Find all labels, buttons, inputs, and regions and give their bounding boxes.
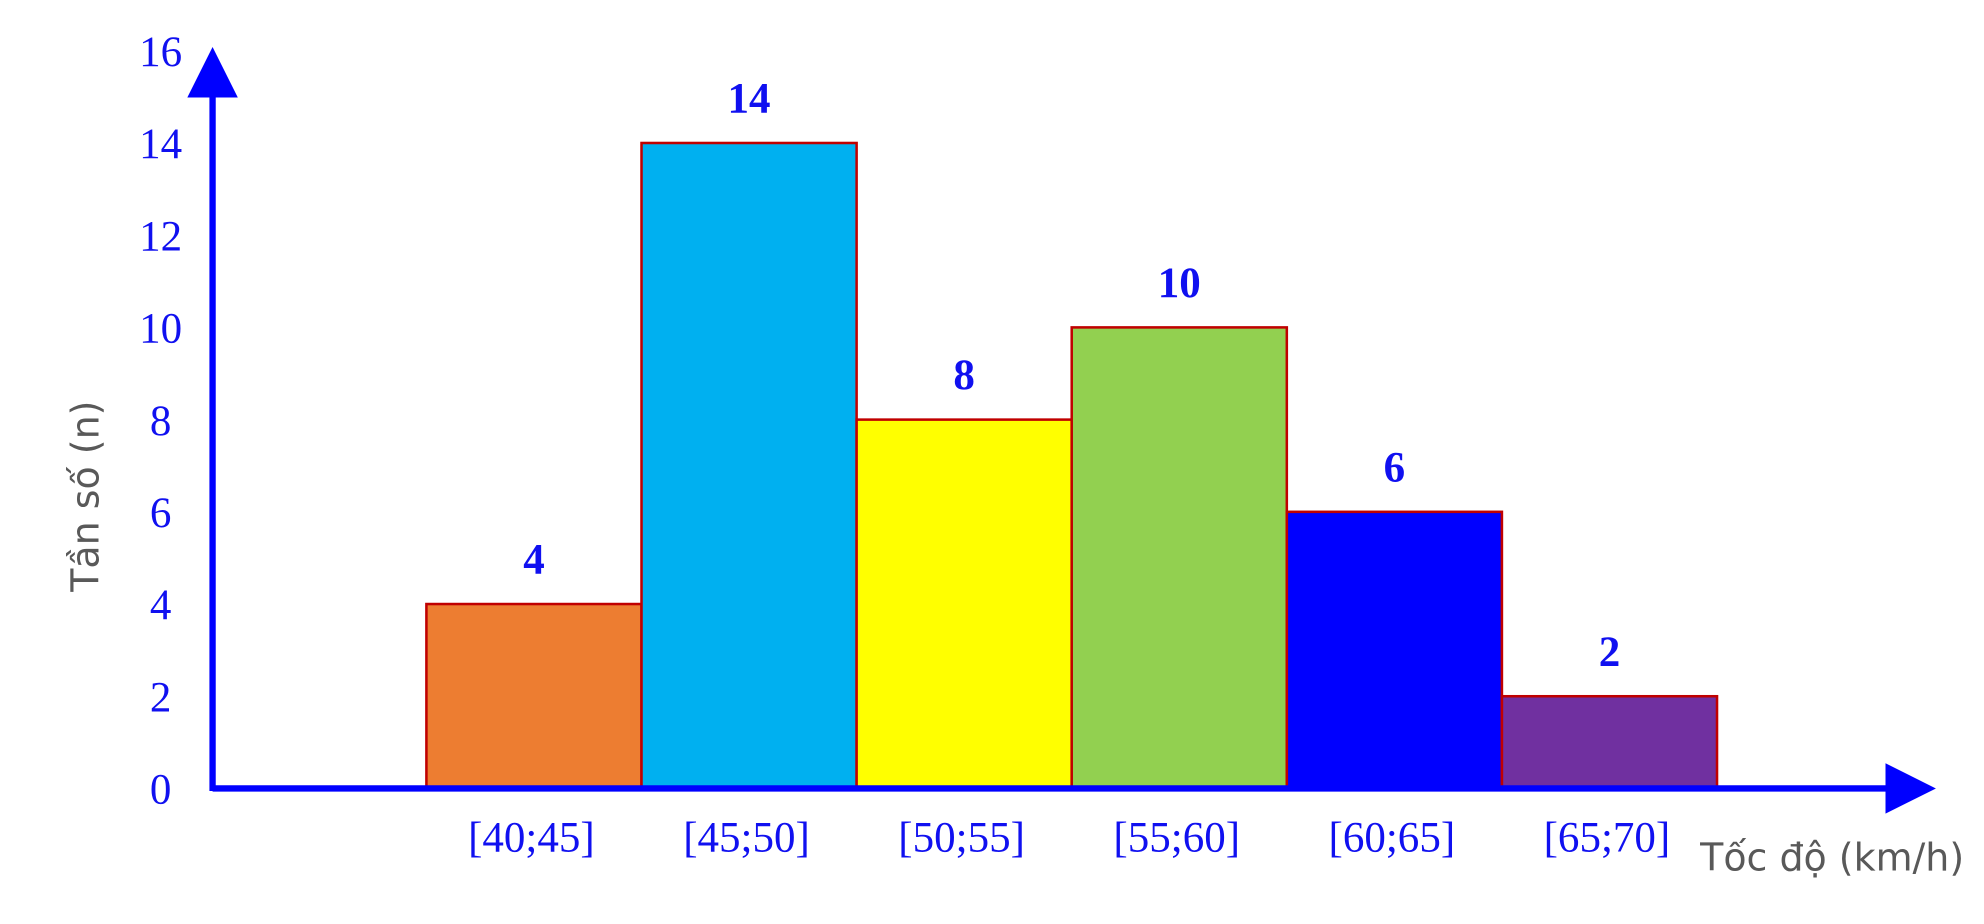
x-tick-label: [45;50] (683, 815, 810, 862)
x-tick-label: [55;60] (1113, 815, 1240, 862)
y-tick-label: 4 (150, 582, 172, 629)
y-tick-label: 14 (139, 121, 182, 168)
value-label: 14 (728, 76, 771, 123)
value-label: 4 (523, 537, 545, 584)
y-axis-title: Tần số (n) (64, 401, 108, 593)
value-label: 10 (1158, 260, 1201, 307)
y-tick-label: 0 (150, 767, 172, 814)
value-label: 2 (1599, 629, 1621, 676)
y-tick-label: 10 (139, 306, 182, 353)
bar (1070, 326, 1289, 790)
x-tick-label: [65;70] (1544, 815, 1671, 862)
bar (425, 602, 643, 790)
y-tick-label: 6 (150, 490, 172, 537)
y-tick-label: 8 (150, 398, 172, 445)
value-label: 6 (1384, 444, 1406, 491)
y-tick-label: 12 (139, 213, 182, 260)
x-axis-title: Tốc độ (km/h) (1699, 836, 1964, 880)
y-tick-label: 16 (139, 29, 182, 76)
bar (1500, 694, 1719, 790)
x-tick-label: [60;65] (1329, 815, 1456, 862)
x-tick-label: [50;55] (898, 815, 1025, 862)
x-tick-label: [40;45] (468, 815, 595, 862)
y-tick-label: 2 (150, 674, 172, 721)
bar (855, 418, 1073, 790)
value-label: 8 (953, 352, 975, 399)
bar (640, 141, 858, 790)
bar (1285, 510, 1504, 790)
